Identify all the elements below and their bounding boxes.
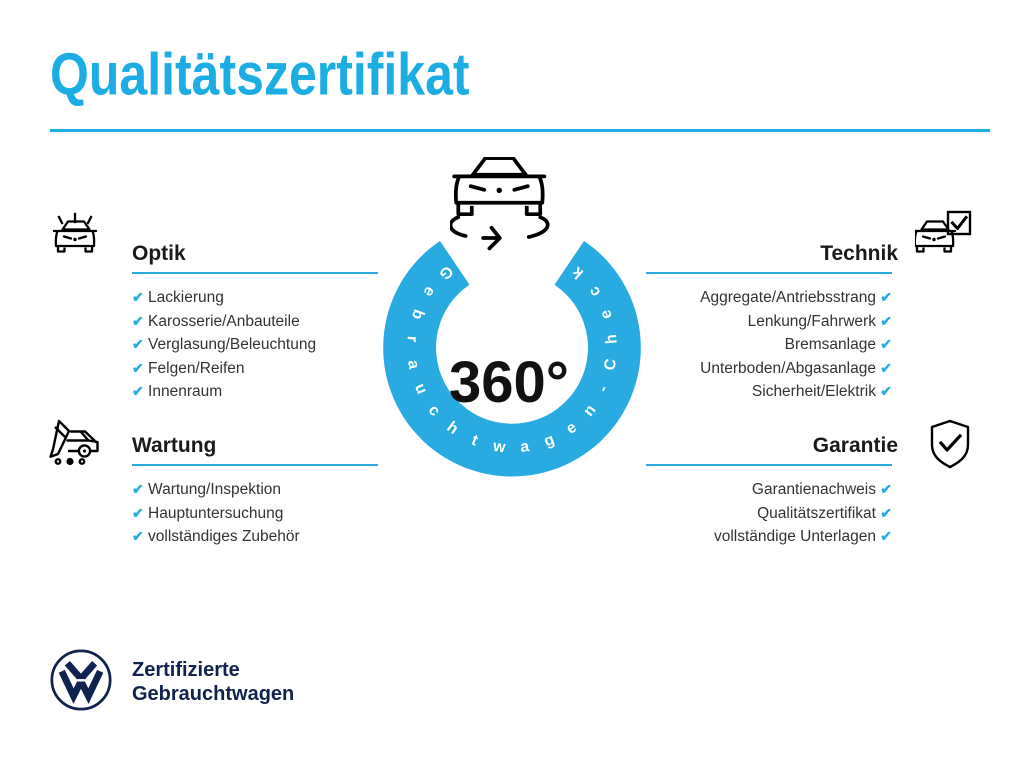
- svg-text:h: h: [603, 334, 621, 345]
